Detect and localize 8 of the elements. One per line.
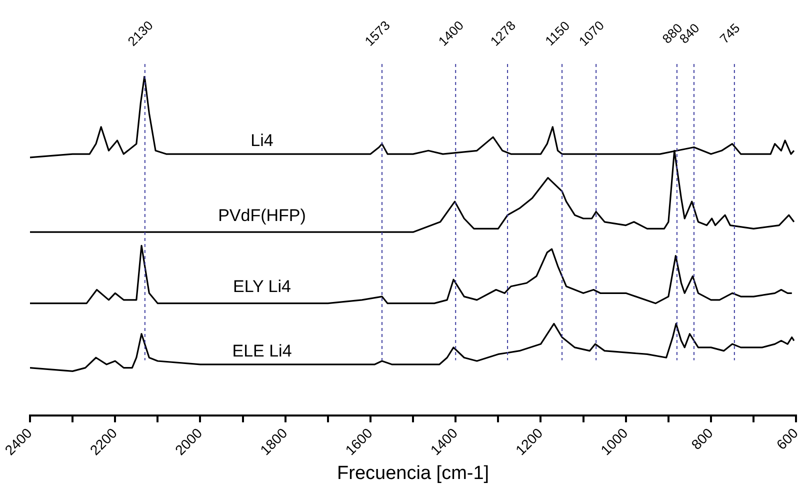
series-label: PVdF(HFP)	[218, 206, 306, 225]
x-tick-label: 600	[773, 424, 802, 453]
series-label: ELY Li4	[233, 277, 291, 296]
series-label: ELE Li4	[232, 341, 292, 360]
series-label: Li4	[250, 131, 274, 150]
x-tick-label: 800	[688, 424, 716, 453]
ref-line-label: 745	[716, 20, 743, 46]
x-axis-title: Frecuencia [cm-1]	[337, 462, 490, 484]
